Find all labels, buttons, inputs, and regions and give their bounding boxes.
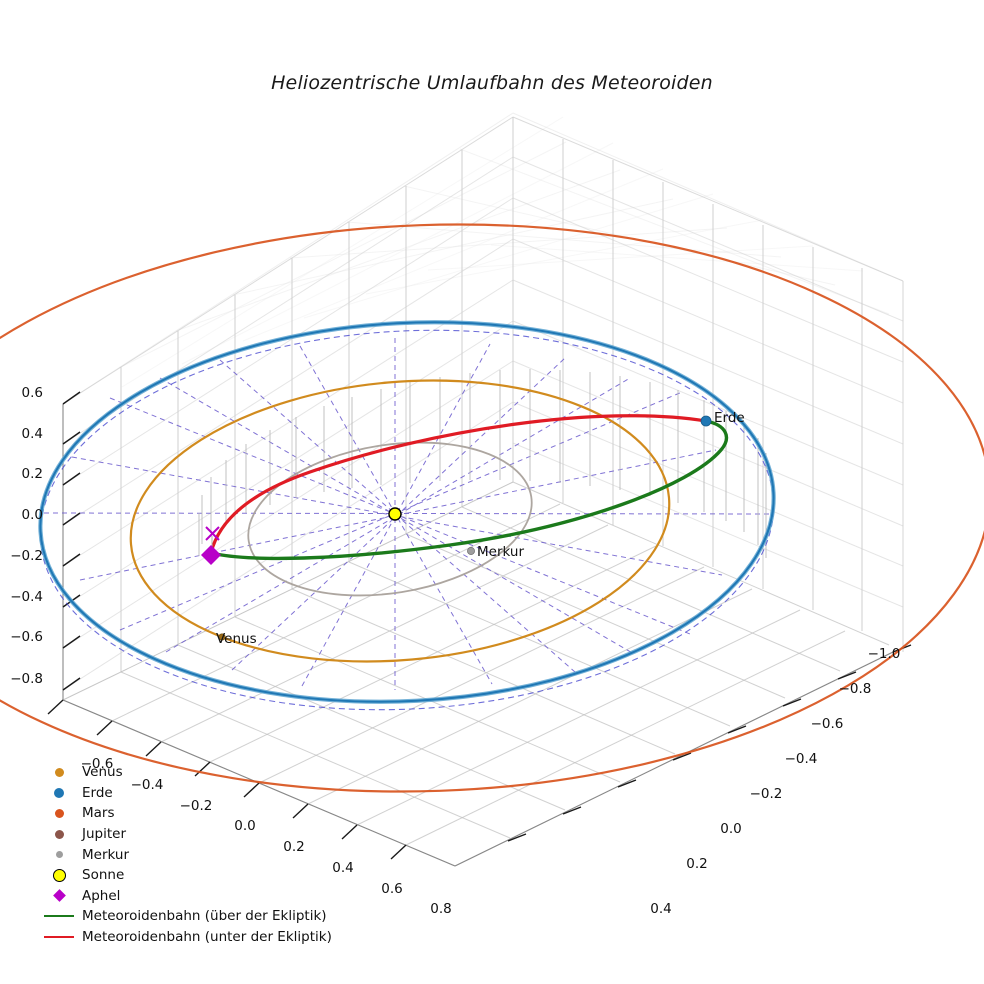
pane-grid-top [62,112,904,405]
x-axis-ticks [47,699,407,860]
legend-label-venus: Venus [82,764,123,781]
svg-text:0.2: 0.2 [686,856,707,872]
aphel-cross-icon [205,526,220,541]
jupiter-marker-icon [36,829,82,839]
svg-text:−1.0: −1.0 [868,646,901,662]
svg-text:0.0: 0.0 [720,821,741,837]
svg-text:−0.4: −0.4 [131,777,164,793]
legend-item-mars[interactable]: Mars [36,803,366,824]
orbit-merkur [247,441,533,597]
svg-text:0.2: 0.2 [283,839,304,855]
erde-marker-icon [36,787,82,798]
svg-text:−0.6: −0.6 [81,756,114,772]
aphel-marker-icon [36,889,82,903]
svg-text:0.6: 0.6 [381,881,402,897]
aphel-group [201,526,221,565]
legend-item-merkur[interactable]: Merkur [36,844,366,865]
svg-text:0.2: 0.2 [22,466,43,482]
legend-label-merkur: Merkur [82,846,130,863]
meteoroid-above-ecliptic [209,419,729,561]
z-axis-ticks [62,391,81,691]
svg-text:−0.2: −0.2 [180,798,213,814]
page-title: Heliozentrische Umlaufbahn des Meteoroid… [271,72,713,94]
svg-text:−0.8: −0.8 [839,681,872,697]
meteoroid-above-line-icon [36,915,82,918]
svg-text:0.4: 0.4 [650,901,671,917]
svg-text:0.0: 0.0 [22,507,43,523]
venus-marker-icon [36,767,82,777]
svg-text:0.8: 0.8 [430,901,451,917]
orbit-venus [129,379,671,663]
pane-grid-left [62,116,514,700]
inclination-stems [198,369,767,558]
legend-label-meteoroid-above: Meteoroidenbahn (über der Ekliptik) [82,908,327,925]
orbit-erde [38,320,776,704]
legend-label-mars: Mars [82,805,115,822]
legend-label-erde: Erde [82,784,113,801]
pane-grid-right [512,116,904,652]
svg-text:−0.6: −0.6 [10,629,43,645]
legend-label-jupiter: Jupiter [82,826,127,843]
svg-text:−0.6: −0.6 [811,716,844,732]
legend-label-sonne: Sonne [82,867,125,884]
meteoroid-below-line-icon [36,936,82,939]
marker-venus [218,633,226,641]
legend-label-aphel: Aphel [82,887,121,904]
label-venus: Venus [216,631,257,647]
sonne-marker-icon [36,868,82,882]
marker-sonne [388,507,402,521]
legend-label-meteoroid-below: Meteoroidenbahn (unter der Ekliptik) [82,929,332,946]
aphel-diamond-marker [201,545,221,565]
y-tick-labels: 0.4 0.2 0.0 −0.2 −0.4 −0.6 −0.8 −1.0 [650,646,900,917]
svg-text:−0.2: −0.2 [10,548,43,564]
meteoroid-below-ecliptic [209,414,708,555]
orbit-mars [0,223,984,793]
legend-item-erde[interactable]: Erde [36,783,366,804]
svg-text:−0.2: −0.2 [750,786,783,802]
legend-item-sonne[interactable]: Sonne [36,865,366,886]
svg-text:−0.8: −0.8 [10,671,43,687]
mars-marker-icon [36,808,82,818]
body-markers [218,415,712,641]
legend-item-aphel[interactable]: Aphel [36,886,366,907]
svg-text:0.6: 0.6 [22,385,43,401]
svg-text:0.4: 0.4 [332,860,353,876]
svg-text:−0.4: −0.4 [785,751,818,767]
legend-item-meteoroid-above[interactable]: Meteoroidenbahn (über der Ekliptik) [36,906,366,927]
legend-item-meteoroid-below[interactable]: Meteoroidenbahn (unter der Ekliptik) [36,927,366,948]
meteoroid-orbit [209,414,729,561]
legend-item-venus[interactable]: Venus [36,762,366,783]
svg-text:0.0: 0.0 [234,818,255,834]
legend-item-jupiter[interactable]: Jupiter [36,824,366,845]
label-merkur: Merkur [477,544,524,560]
svg-text:−0.4: −0.4 [10,589,43,605]
marker-merkur [467,547,475,555]
svg-text:0.4: 0.4 [22,426,43,442]
y-axis-ticks [507,644,912,842]
z-tick-labels: 0.6 0.4 0.2 0.0 −0.2 −0.4 −0.6 −0.8 [10,385,43,687]
merkur-marker-icon [36,851,82,859]
legend: Venus Erde Mars Jupiter Merkur [36,762,366,947]
marker-erde [700,415,712,427]
label-erde: Erde [714,410,745,426]
x-tick-labels: −0.6 −0.4 −0.2 0.0 0.2 0.4 0.6 0.8 [81,756,452,917]
orbit-erde-projection [39,329,775,711]
